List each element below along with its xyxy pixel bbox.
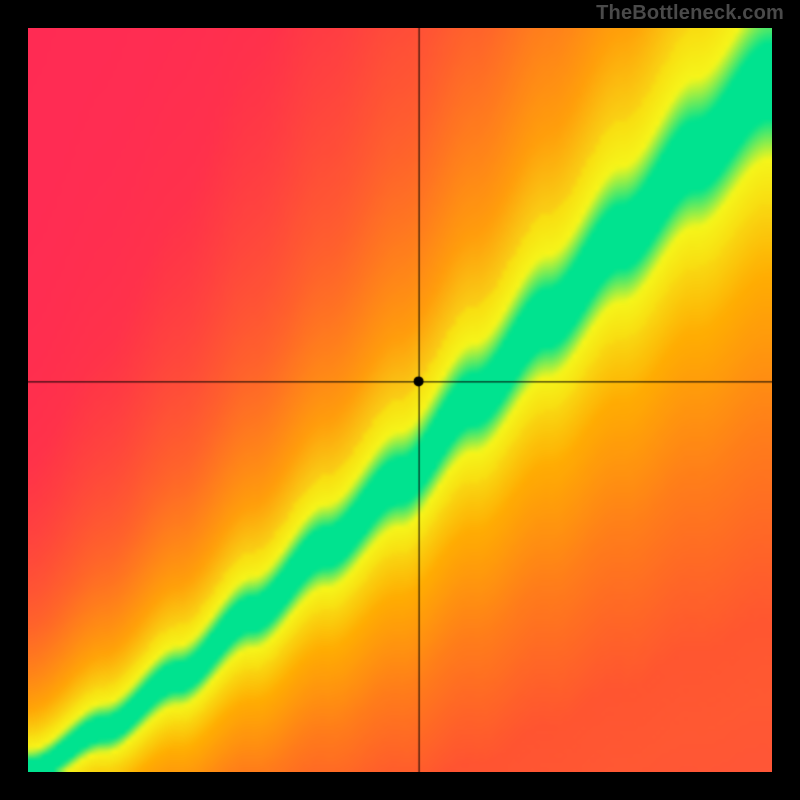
- watermark-text: TheBottleneck.com: [596, 2, 784, 25]
- chart-container: TheBottleneck.com: [0, 0, 800, 800]
- heatmap-canvas: [28, 28, 772, 772]
- plot-area: [28, 28, 772, 772]
